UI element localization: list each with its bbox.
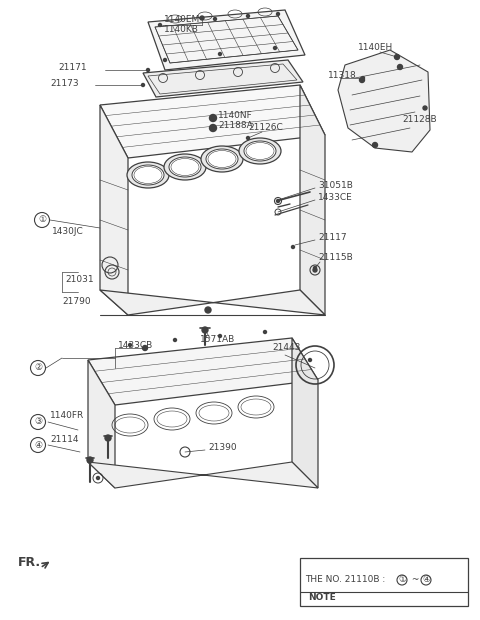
- Polygon shape: [143, 60, 303, 97]
- Text: 1433CB: 1433CB: [118, 340, 153, 350]
- Circle shape: [372, 143, 377, 148]
- Circle shape: [309, 358, 312, 361]
- Text: 21128B: 21128B: [402, 115, 437, 125]
- Text: ③: ③: [34, 417, 42, 427]
- Text: 21114: 21114: [50, 435, 79, 445]
- Circle shape: [129, 343, 132, 347]
- Circle shape: [142, 84, 144, 87]
- Polygon shape: [88, 462, 318, 488]
- Circle shape: [209, 115, 216, 122]
- Circle shape: [397, 64, 403, 69]
- Polygon shape: [100, 290, 325, 315]
- Circle shape: [313, 267, 316, 270]
- Bar: [300, 558, 468, 606]
- Ellipse shape: [132, 165, 164, 185]
- Circle shape: [276, 12, 279, 16]
- Circle shape: [247, 136, 250, 140]
- Text: 21390: 21390: [208, 443, 237, 453]
- Circle shape: [395, 55, 399, 60]
- Text: 21031: 21031: [65, 275, 94, 285]
- Polygon shape: [88, 338, 318, 405]
- Text: 11318: 11318: [328, 71, 357, 79]
- Text: 21115B: 21115B: [318, 254, 353, 262]
- Text: 21171: 21171: [58, 63, 86, 73]
- Text: ①: ①: [398, 575, 406, 585]
- Text: ④: ④: [422, 575, 430, 585]
- Circle shape: [276, 200, 279, 203]
- Ellipse shape: [206, 149, 238, 169]
- Text: 1140EH: 1140EH: [358, 43, 393, 53]
- Text: 1140FR: 1140FR: [50, 410, 84, 420]
- Circle shape: [313, 268, 317, 272]
- Circle shape: [158, 24, 161, 27]
- Circle shape: [291, 246, 295, 249]
- Circle shape: [274, 46, 276, 50]
- Text: FR.: FR.: [18, 556, 41, 569]
- Text: ④: ④: [34, 440, 42, 450]
- Circle shape: [87, 457, 93, 463]
- Text: 1430JC: 1430JC: [52, 228, 84, 236]
- Circle shape: [143, 345, 147, 350]
- Text: NOTE: NOTE: [308, 593, 336, 603]
- Polygon shape: [148, 10, 305, 70]
- Text: 21117: 21117: [318, 234, 347, 242]
- Circle shape: [173, 339, 177, 342]
- Polygon shape: [100, 105, 128, 315]
- Circle shape: [218, 53, 221, 56]
- Ellipse shape: [244, 141, 276, 161]
- Circle shape: [200, 16, 204, 20]
- Ellipse shape: [169, 157, 201, 177]
- Circle shape: [247, 14, 250, 17]
- Polygon shape: [300, 85, 325, 315]
- Circle shape: [164, 58, 167, 61]
- Text: 1140NF: 1140NF: [218, 112, 253, 120]
- Text: 1571AB: 1571AB: [200, 335, 235, 345]
- Ellipse shape: [239, 138, 281, 164]
- Polygon shape: [292, 338, 318, 488]
- Text: ~: ~: [409, 575, 422, 585]
- Polygon shape: [100, 85, 325, 158]
- Circle shape: [96, 477, 99, 479]
- Circle shape: [360, 78, 364, 82]
- Circle shape: [105, 435, 111, 441]
- Text: 21188A: 21188A: [218, 122, 253, 130]
- Circle shape: [423, 106, 427, 110]
- Ellipse shape: [127, 162, 169, 188]
- Ellipse shape: [201, 146, 243, 172]
- Text: 21126C: 21126C: [248, 123, 283, 133]
- Circle shape: [214, 17, 216, 20]
- Text: ①: ①: [38, 216, 46, 224]
- Text: 1140KB: 1140KB: [164, 25, 199, 35]
- Text: THE NO. 21110B :: THE NO. 21110B :: [305, 575, 388, 585]
- Circle shape: [202, 327, 208, 333]
- Circle shape: [146, 68, 149, 71]
- Text: 1140EM: 1140EM: [164, 16, 200, 25]
- Circle shape: [205, 307, 211, 313]
- Polygon shape: [338, 50, 430, 152]
- Text: 31051B: 31051B: [318, 182, 353, 190]
- Text: 21443: 21443: [272, 343, 300, 353]
- Text: 1433CE: 1433CE: [318, 193, 353, 203]
- Circle shape: [218, 335, 221, 337]
- Polygon shape: [88, 360, 115, 488]
- Text: ②: ②: [34, 363, 42, 373]
- Ellipse shape: [164, 154, 206, 180]
- Circle shape: [209, 125, 216, 131]
- Circle shape: [264, 330, 266, 334]
- Text: 21173: 21173: [50, 79, 79, 87]
- Text: 21790: 21790: [62, 298, 91, 306]
- Circle shape: [361, 76, 364, 79]
